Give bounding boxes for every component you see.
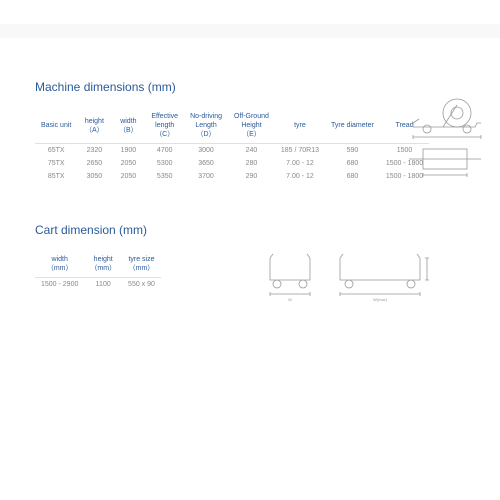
cell: 1900 [111, 144, 145, 158]
cell: 550 x 90 [122, 278, 161, 292]
top-header-bar [0, 24, 500, 38]
machine-title: Machine dimensions (mm) [35, 80, 480, 94]
cell: 240 [228, 144, 275, 158]
col-nodriving-length: No-drivingLength（D） [184, 108, 228, 144]
cell: 2650 [77, 157, 111, 170]
col-basic-unit: Basic unit [35, 108, 77, 144]
machine-dimensions-section: Machine dimensions (mm) Basic unit heigh… [35, 80, 480, 183]
cell: 680 [325, 157, 380, 170]
cell: 65TX [35, 144, 77, 158]
svg-text:W: W [288, 297, 292, 302]
cell: 3650 [184, 157, 228, 170]
cell: 7.00 - 12 [275, 170, 325, 183]
cart-schematic-icon: W W(max) [255, 248, 435, 308]
cell: 680 [325, 170, 380, 183]
col-height: height（A） [77, 108, 111, 144]
cell: 3700 [184, 170, 228, 183]
cell: 5350 [145, 170, 184, 183]
cell: 2050 [111, 170, 145, 183]
svg-text:W(max): W(max) [373, 297, 388, 302]
cell: 4700 [145, 144, 184, 158]
cell: 1500 - 2900 [35, 278, 84, 292]
cell: 75TX [35, 157, 77, 170]
col-cart-height: height（mm） [84, 251, 122, 278]
cell: 85TX [35, 170, 77, 183]
col-tyre-diameter: Tyre diameter [325, 108, 380, 144]
table-row: 1500 - 2900 1100 550 x 90 [35, 278, 161, 292]
cart-title: Cart dimension (mm) [35, 223, 480, 237]
cell: 590 [325, 144, 380, 158]
cell: 1100 [84, 278, 122, 292]
table-row: 65TX 2320 1900 4700 3000 240 185 / 70R13… [35, 144, 429, 158]
col-effective-length: Effectivelength（C） [145, 108, 184, 144]
page-content: Machine dimensions (mm) Basic unit heigh… [0, 40, 500, 311]
cell: 2320 [77, 144, 111, 158]
cart-table: width（mm） height（mm） tyre size（mm） 1500 … [35, 251, 161, 291]
cell: 5300 [145, 157, 184, 170]
cart-dimension-section: Cart dimension (mm) width（mm） height（mm）… [35, 223, 480, 291]
cell: 185 / 70R13 [275, 144, 325, 158]
cell: 7.00 - 12 [275, 157, 325, 170]
cell: 290 [228, 170, 275, 183]
machine-schematic-icon [405, 95, 485, 185]
table-row: 75TX 2650 2050 5300 3650 280 7.00 - 12 6… [35, 157, 429, 170]
cell: 2050 [111, 157, 145, 170]
col-width: width（B） [111, 108, 145, 144]
cell: 3000 [184, 144, 228, 158]
table-row: 85TX 3050 2050 5350 3700 290 7.00 - 12 6… [35, 170, 429, 183]
cell: 280 [228, 157, 275, 170]
col-offground-height: Off-GroundHeight（E） [228, 108, 275, 144]
cell: 3050 [77, 170, 111, 183]
machine-table: Basic unit height（A） width（B） Effectivel… [35, 108, 429, 183]
col-cart-tyre: tyre size（mm） [122, 251, 161, 278]
col-cart-width: width（mm） [35, 251, 84, 278]
col-tyre: tyre [275, 108, 325, 144]
